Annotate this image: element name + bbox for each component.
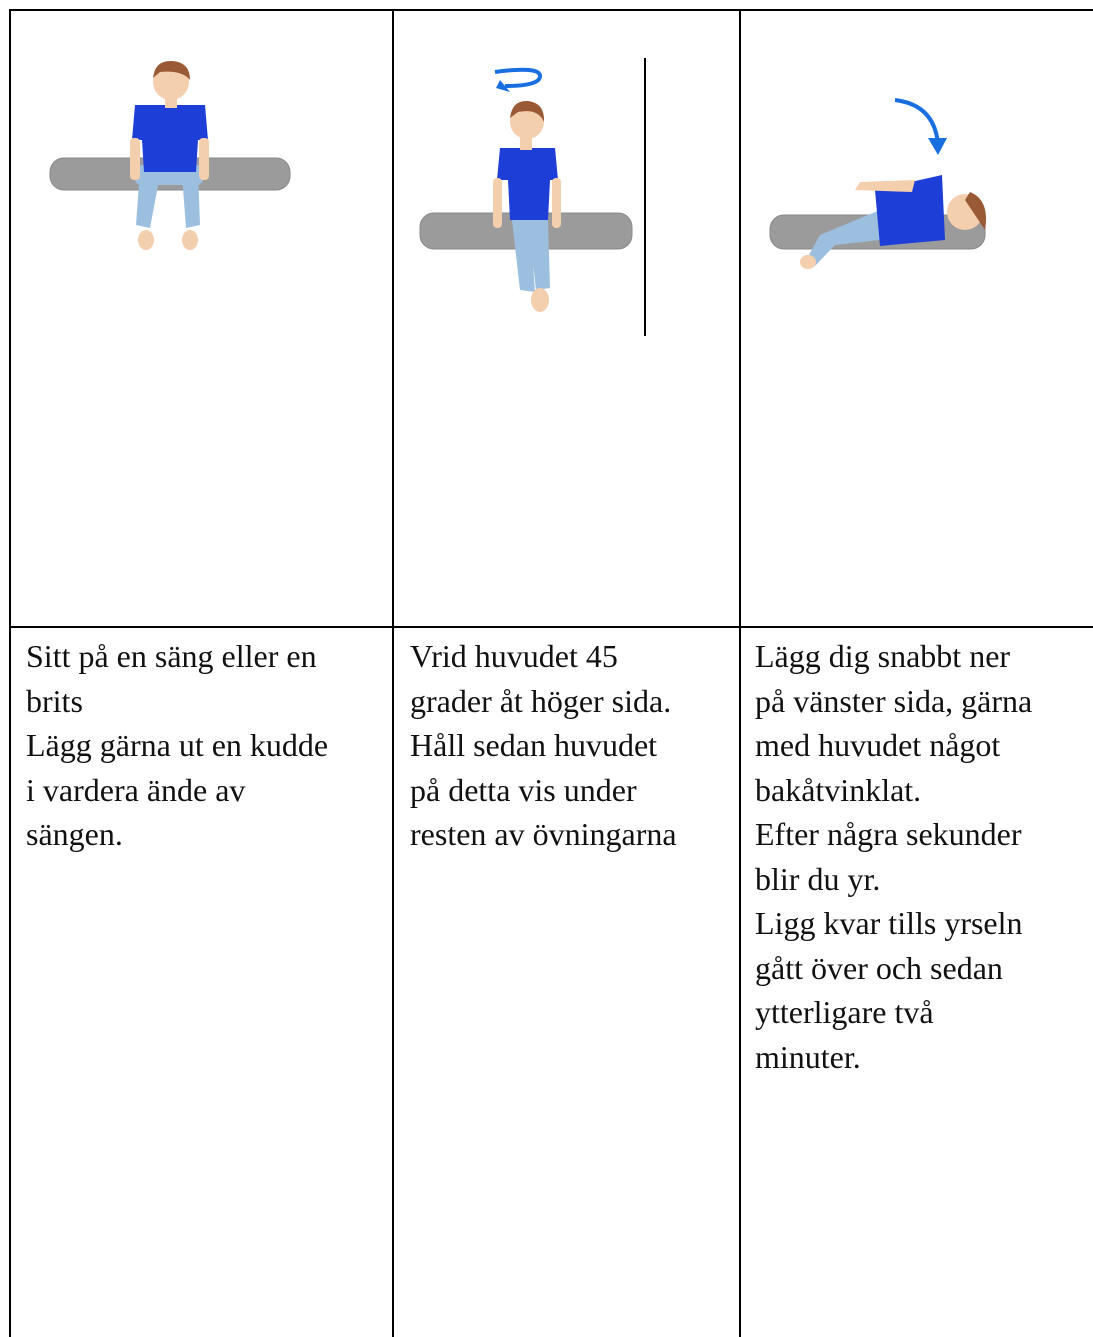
cell-text-line: Håll sedan huvudet xyxy=(410,727,658,763)
illustration-sitting xyxy=(49,60,291,250)
cell-text-line: blir du yr. xyxy=(755,860,881,897)
cell-text-line: sängen. xyxy=(26,816,123,852)
table-border xyxy=(739,9,741,1337)
cell-text-line: gått över och sedan xyxy=(755,949,1003,986)
illustration-head-turn xyxy=(419,58,646,336)
illustration-lying xyxy=(769,98,986,269)
illustrations xyxy=(49,58,986,336)
cell-text-line: med huvudet något xyxy=(755,727,1001,763)
cell-text-line: Efter några sekunder xyxy=(755,816,1022,852)
cell-text-line: på vänster sida, gärna xyxy=(755,682,1033,719)
cell-text-line: Sitt på en säng eller en xyxy=(26,638,317,674)
cell-text-line: minuter. xyxy=(755,1038,861,1075)
cell-text-line: på detta vis under xyxy=(410,771,637,808)
cell-text-line: resten av övningarna xyxy=(410,816,677,852)
cell-text-line: grader åt höger sida. xyxy=(410,682,672,719)
table-border xyxy=(9,626,1093,628)
cell-text-line: ytterligare två xyxy=(755,994,934,1030)
cell-text-line: Lägg gärna ut en kudde xyxy=(26,727,329,763)
table-cell: Vrid huvudet 45 grader åt höger sida. Håll… xyxy=(410,634,677,857)
cell-text-line: Vrid huvudet 45 xyxy=(410,638,618,674)
table-cell: Lägg dig snabbt ner på vänster sida, gärn… xyxy=(755,634,1032,1079)
cell-text-line: i vardera ände av xyxy=(26,771,246,808)
cell-text-line: Lägg dig snabbt ner xyxy=(755,638,1011,674)
cell-text-line: brits xyxy=(26,682,83,719)
table-cell: Sitt på en säng eller en brits Lägg gärna … xyxy=(26,634,328,857)
table-border xyxy=(9,9,11,1337)
table-border xyxy=(9,9,1093,11)
cell-text-line: bakåtvinklat. xyxy=(755,771,922,808)
cell-text-line: Ligg kvar tills yrseln xyxy=(755,905,1023,941)
table-border xyxy=(392,9,394,1337)
